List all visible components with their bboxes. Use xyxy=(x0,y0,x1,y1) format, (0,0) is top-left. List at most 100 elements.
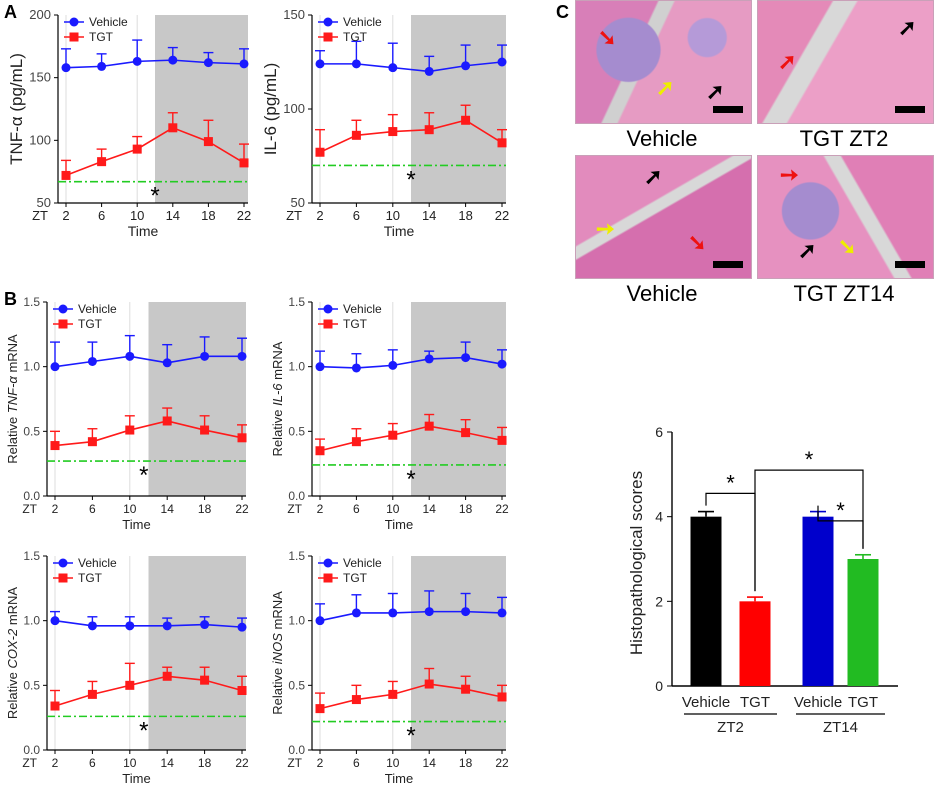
b4-dark-phase xyxy=(411,556,506,750)
a1-tgt-point xyxy=(239,158,249,168)
a2-y-tick-label: 100 xyxy=(283,101,305,116)
scale-bar xyxy=(895,261,925,268)
black-arrow-icon: ➚ xyxy=(798,238,817,263)
a2-x-axis-title: Time xyxy=(384,223,415,239)
b3-x-tick-label: 2 xyxy=(52,756,59,770)
a2-significance-star: * xyxy=(406,166,415,193)
b4-legend-tgt-label: TGT xyxy=(343,571,368,585)
panel-label-b: B xyxy=(4,289,17,309)
bar-1 xyxy=(739,601,771,686)
b4-x-tick-label: 22 xyxy=(495,756,509,770)
b3-tgt-point xyxy=(125,680,135,690)
a1-y-tick-label: 100 xyxy=(29,132,51,147)
b2-legend-vehicle-marker xyxy=(323,304,333,314)
a1-x-axis-title: Time xyxy=(128,223,159,239)
a2-vehicle-point xyxy=(461,61,471,71)
b3-vehicle-point xyxy=(162,621,172,631)
yellow-arrow-icon: ➘ xyxy=(838,234,857,259)
b2-tgt-point xyxy=(424,421,434,431)
a2-tgt-point xyxy=(497,138,507,148)
b3-x-tick-label: 14 xyxy=(161,756,175,770)
b1-tgt-point xyxy=(162,416,172,426)
b1-legend-tgt-marker xyxy=(58,319,68,329)
b4-legend-vehicle-marker xyxy=(323,558,333,568)
b2-x-tick-label: 6 xyxy=(353,502,360,516)
b3-x-axis-title: Time xyxy=(122,771,150,786)
b2-y-title-part: IL-6 xyxy=(270,383,285,406)
a2-x-tick-label: 2 xyxy=(316,208,323,223)
a2-tgt-line xyxy=(319,119,503,153)
b2-significance-star: * xyxy=(406,466,415,493)
b4-significance-star: * xyxy=(406,723,415,750)
b4-x-tick-label: 10 xyxy=(386,756,400,770)
a1-tgt-point xyxy=(132,144,142,154)
b3-legend-tgt-marker xyxy=(58,573,68,583)
a2-y-tick-label: 150 xyxy=(283,7,305,22)
a1-legend-vehicle-label: Vehicle xyxy=(89,15,128,29)
bar-y-axis-title: Histopathological scores xyxy=(627,471,646,655)
b4-y-tick-label: 0.0 xyxy=(288,743,305,757)
b1-vehicle-point xyxy=(50,362,60,372)
b3-x-tick-label: 6 xyxy=(89,756,96,770)
b4-vehicle-point xyxy=(461,607,471,617)
b4-vehicle-point xyxy=(315,616,325,626)
a2-y-tick-label: 50 xyxy=(291,195,305,210)
b2-y-title-part: Relative xyxy=(270,406,285,457)
b1-y-tick-label: 1.0 xyxy=(23,360,40,374)
b3-vehicle-point xyxy=(125,621,135,631)
b4-legend-tgt-marker xyxy=(323,573,333,583)
a1-y-axis-title: TNF-α (pg/mL) xyxy=(7,53,26,165)
b2-vehicle-point xyxy=(315,362,325,372)
b3-y-tick-label: 0.5 xyxy=(23,678,40,692)
micro-caption-vehicle-zt14: Vehicle xyxy=(626,281,698,306)
a1-vehicle-point xyxy=(97,61,107,71)
b1-x-tick-label: 10 xyxy=(123,502,137,516)
a2-vehicle-point xyxy=(388,63,398,73)
b2-x-tick-label: 2 xyxy=(317,502,324,516)
b2-vehicle-point xyxy=(388,360,398,370)
b4-tgt-point xyxy=(351,695,361,705)
b2-legend-vehicle-label: Vehicle xyxy=(343,302,382,316)
bar-category-label: TGT xyxy=(740,694,770,711)
black-arrow-icon: ➚ xyxy=(898,15,917,40)
b3-dark-phase xyxy=(148,556,246,750)
yellow-arrow-icon: ➚ xyxy=(656,75,675,100)
b2-x-tick-label: 10 xyxy=(386,502,400,516)
b3-significance-star: * xyxy=(139,717,148,744)
b1-y-tick-label: 0.0 xyxy=(23,489,40,503)
bar-y-tick-label: 4 xyxy=(655,509,663,525)
b2-x-tick-label: 18 xyxy=(459,502,473,516)
b4-vehicle-point xyxy=(424,607,434,617)
b4-x-tick-label: 6 xyxy=(353,756,360,770)
b3-tgt-point xyxy=(237,686,247,696)
bar-3 xyxy=(847,559,879,686)
a1-x-tick-label: 10 xyxy=(130,208,144,223)
b3-zt-label: ZT xyxy=(22,756,37,770)
scale-bar xyxy=(713,106,743,113)
a2-vehicle-point xyxy=(424,66,434,76)
b1-x-axis-title: Time xyxy=(122,517,150,532)
b4-vehicle-point xyxy=(351,608,361,618)
b4-y-axis-title: Relative iNOS mRNA xyxy=(270,591,285,715)
b1-tgt-point xyxy=(50,441,60,451)
b1-y-title-part: TNF-α xyxy=(5,376,20,414)
b1-y-title-part: Relative xyxy=(5,413,20,464)
a2-tgt-point xyxy=(388,127,398,137)
bar-group-label: ZT14 xyxy=(823,719,858,736)
a2-legend-tgt-marker xyxy=(323,32,333,42)
b3-tgt-line xyxy=(54,675,243,707)
a2-y-axis-title: IL-6 (pg/mL) xyxy=(261,63,280,156)
b2-y-tick-label: 1.5 xyxy=(288,295,305,309)
b4-y-title-part: mRNA xyxy=(270,591,285,633)
b2-y-title-part: mRNA xyxy=(270,341,285,383)
a1-significance-star: * xyxy=(150,183,159,210)
bar-2 xyxy=(802,516,834,686)
b3-vehicle-line xyxy=(54,619,243,628)
bar-significance-star: * xyxy=(836,498,845,523)
b1-tgt-point xyxy=(200,425,210,435)
b2-vehicle-line xyxy=(319,356,503,369)
micro-caption-tgt-zt2: TGT ZT2 xyxy=(799,126,889,151)
b1-vehicle-point xyxy=(162,358,172,368)
b3-x-tick-label: 18 xyxy=(198,756,212,770)
